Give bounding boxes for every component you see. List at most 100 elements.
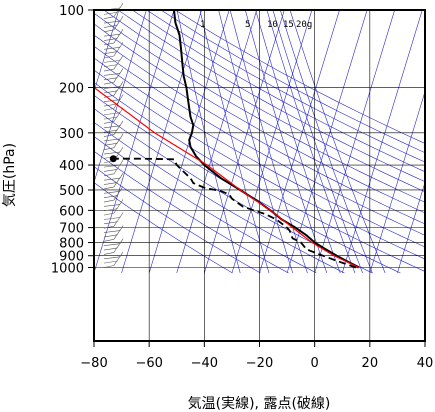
wind-barb [103, 64, 118, 68]
wind-barb [103, 256, 121, 260]
wind-barb [103, 143, 118, 146]
wind-barb [103, 208, 118, 212]
wind-barb-flag [119, 251, 124, 257]
wind-barb [103, 199, 115, 203]
wind-barb [103, 151, 121, 155]
wind-barb [103, 265, 115, 268]
y-tick-label: 100 [59, 4, 84, 19]
wind-barb [103, 81, 115, 85]
mixing-ratio-label: 15 [283, 20, 294, 30]
wind-barb-flag [119, 159, 124, 166]
x-tick-label: 20 [362, 356, 379, 371]
wind-barb [103, 29, 115, 33]
wind-barb [103, 147, 115, 150]
wind-barb [103, 225, 115, 229]
x-tick-label: 0 [311, 356, 319, 371]
mixing-ratio-line [229, 10, 308, 274]
dry-adiabat-line [103, 10, 425, 193]
wind-barb-flag [119, 238, 124, 244]
wind-barb [103, 60, 121, 63]
series-group [94, 10, 360, 269]
wind-barb [103, 68, 115, 72]
isotherm-line [94, 10, 120, 93]
wind-barb [103, 221, 118, 225]
mixing-ratio-labels: 1 5 10 15 20g [200, 20, 312, 30]
parcel-line [94, 87, 360, 269]
y-tick-label: 500 [59, 184, 84, 199]
isotherm-line [231, 10, 313, 274]
wind-barb [103, 42, 115, 46]
wind-barb [103, 243, 121, 246]
wind-barb [103, 51, 118, 54]
isotherm-line [397, 181, 425, 274]
isotherm-line [314, 10, 395, 274]
wind-barb [103, 108, 115, 111]
wind-barb [103, 25, 118, 28]
mixing-ratio-label: 10 [267, 20, 278, 30]
wind-barb [103, 90, 118, 94]
x-tick-label: −20 [246, 356, 273, 371]
wind-barb [103, 121, 115, 124]
wind-barb-flag [119, 225, 124, 231]
dry-adiabat-line [146, 10, 425, 163]
mixing-ratio-line [272, 10, 363, 274]
y-tick-label: 400 [59, 159, 84, 174]
temperature-line [173, 10, 360, 269]
wind-barb [103, 239, 115, 242]
wind-barb [103, 234, 118, 238]
wind-barb [103, 116, 118, 120]
x-axis-title: 気温(実線), 露点(破線) [188, 396, 331, 412]
wind-barb-flag [119, 15, 124, 22]
y-tick-label: 200 [59, 82, 84, 97]
wind-barb [103, 86, 121, 89]
wind-barb-flag [119, 94, 124, 100]
wind-barb [103, 46, 121, 50]
dry-adiabat-line [94, 150, 289, 274]
y-tick-label: 900 [59, 250, 84, 265]
wind-barb [103, 260, 118, 264]
wind-barb [103, 16, 115, 20]
wind-barb [103, 212, 115, 216]
dry-adiabat-line [94, 94, 401, 274]
wind-barb [103, 138, 121, 142]
dry-adiabat-line [94, 121, 345, 274]
wind-barb-flag [119, 199, 124, 205]
wind-barb [103, 38, 118, 41]
wind-barb [103, 230, 121, 233]
isotherm-line [176, 10, 258, 274]
dewpoint-line [113, 157, 357, 269]
mixing-ratio-label: 20g [296, 20, 312, 30]
y-tick-label: 1000 [51, 262, 84, 277]
wind-barb [103, 77, 118, 81]
wind-barb [103, 112, 121, 116]
wind-barb [103, 12, 118, 15]
wind-barb [103, 173, 115, 177]
wind-barb [103, 164, 121, 168]
wind-barb-flag [119, 29, 124, 35]
dry-adiabat-line [94, 57, 425, 248]
wind-barb [103, 217, 121, 220]
mixing-ratio-label: 1 [200, 20, 205, 30]
isotherm-line [341, 10, 423, 274]
mixing-ratio-label: 5 [245, 20, 250, 30]
y-tick-label: 600 [59, 204, 84, 219]
isotherm-line [94, 10, 147, 184]
dry-adiabat-line [94, 34, 425, 225]
dry-adiabat-line [132, 10, 425, 173]
wind-barb [103, 20, 121, 24]
wind-barb [103, 73, 121, 76]
dry-adiabat-line [94, 166, 261, 274]
wind-barb [103, 134, 115, 137]
isotherm-line [259, 10, 340, 274]
wind-barb-flag [119, 55, 124, 61]
wind-barb [103, 125, 121, 129]
wind-barb [103, 252, 115, 255]
x-tick-label: −40 [191, 356, 218, 371]
wind-barb [103, 103, 118, 107]
dry-adiabat-line [94, 12, 425, 203]
wind-barb [103, 186, 115, 190]
dry-adiabat-line [94, 23, 425, 214]
wind-barb [103, 33, 121, 37]
isotherm-line [286, 10, 368, 274]
